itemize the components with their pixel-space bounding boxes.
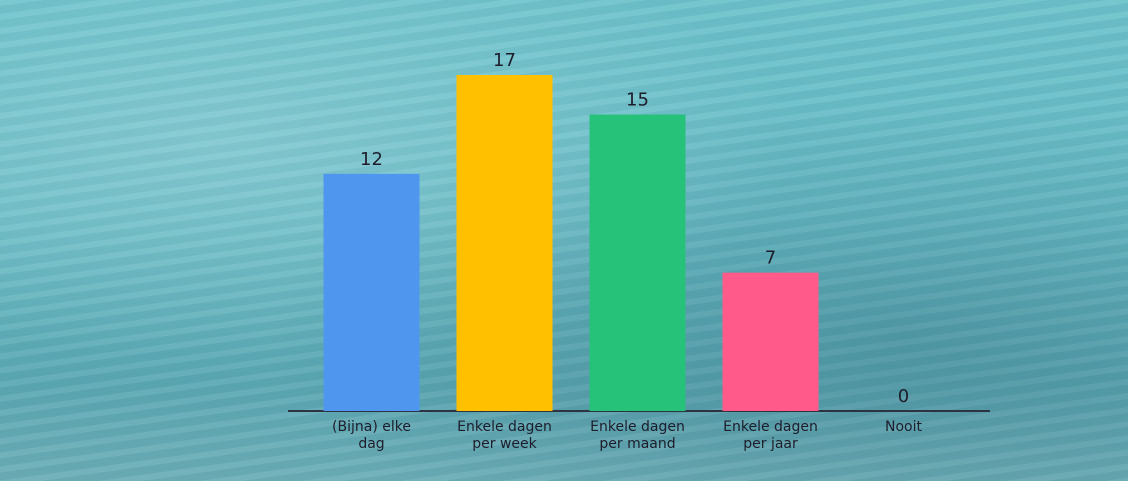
category-label: Enkele dagen per maand bbox=[590, 419, 685, 452]
bar bbox=[722, 272, 819, 411]
category-label: Enkele dagen per jaar bbox=[723, 419, 818, 452]
category-label: (Bijna) elke dag bbox=[332, 419, 411, 452]
value-label: 15 bbox=[626, 90, 649, 111]
bar bbox=[589, 114, 686, 411]
category-label: Enkele dagen per week bbox=[457, 419, 552, 452]
bar bbox=[323, 173, 420, 411]
category-label: Nooit bbox=[885, 419, 922, 435]
value-label: 7 bbox=[765, 248, 776, 269]
bar bbox=[456, 75, 553, 411]
value-label: 12 bbox=[360, 149, 383, 170]
value-label: 17 bbox=[493, 50, 516, 71]
value-label: 0 bbox=[898, 386, 909, 407]
